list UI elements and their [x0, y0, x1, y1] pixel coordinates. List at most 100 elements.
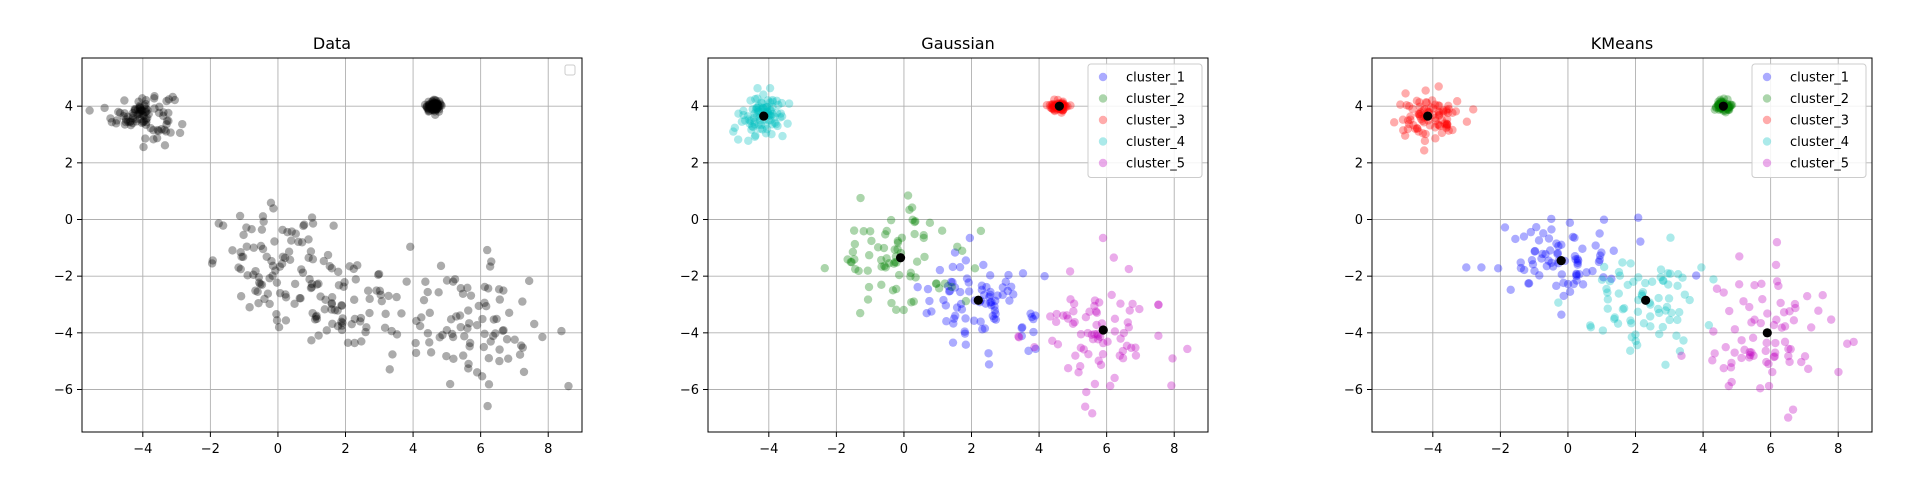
data-point [312, 280, 322, 289]
data-point [322, 326, 331, 335]
data-point [375, 286, 385, 296]
data-point [1673, 315, 1682, 325]
data-point [1557, 240, 1566, 250]
data-point [504, 354, 513, 363]
data-point [1532, 222, 1541, 232]
data-point [855, 308, 865, 318]
data-point [1658, 276, 1668, 285]
data-point [128, 108, 138, 118]
data-point [1662, 302, 1672, 312]
data-point [137, 118, 147, 128]
x-tick-label: 2 [1631, 442, 1639, 457]
axes-frame [1371, 57, 1873, 433]
data-point [435, 333, 444, 342]
data-point [1802, 291, 1812, 301]
data-point [1063, 102, 1072, 111]
data-point [877, 262, 886, 271]
data-point [778, 131, 787, 141]
data-point [361, 327, 370, 337]
data-point [1656, 272, 1665, 282]
data-point [961, 314, 970, 323]
data-point [448, 277, 458, 286]
data-point [762, 102, 772, 112]
data-point [1739, 297, 1748, 306]
data-point [430, 101, 439, 110]
data-point [1526, 227, 1536, 237]
data-point [107, 118, 117, 127]
data-point [987, 297, 996, 307]
data-point [961, 256, 971, 265]
data-point [142, 117, 151, 127]
data-point [149, 126, 158, 135]
data-point [1647, 277, 1657, 286]
data-point [1636, 237, 1645, 246]
data-point [178, 119, 187, 129]
data-point [1063, 314, 1073, 323]
data-point [998, 283, 1008, 292]
data-point [432, 99, 442, 108]
data-point [243, 271, 252, 280]
cluster-center-point [1423, 111, 1433, 121]
data-point [152, 133, 162, 143]
cluster-center-point [1098, 325, 1108, 335]
y-tick-label: 4 [1355, 100, 1363, 115]
data-point [428, 102, 437, 112]
data-point [298, 268, 308, 277]
data-point [1618, 258, 1627, 267]
data-point [770, 112, 779, 122]
data-point [1757, 279, 1766, 289]
data-point [154, 108, 164, 118]
data-point [357, 337, 366, 346]
data-point [925, 218, 935, 228]
data-point [1528, 260, 1538, 269]
data-point [1090, 379, 1100, 389]
data-point [1462, 263, 1471, 272]
y-tick-label: 2 [1355, 156, 1363, 171]
data-point [123, 112, 132, 121]
data-point [1712, 102, 1721, 112]
data-point [257, 225, 267, 234]
data-point [739, 106, 748, 116]
data-point [774, 100, 783, 110]
data-point [863, 266, 872, 275]
legend: cluster_1 cluster_2 cluster_3 cluster_4clus… [1751, 63, 1867, 178]
data-point [1415, 112, 1425, 121]
data-point [518, 297, 527, 306]
x-tick-label: 8 [1834, 442, 1842, 457]
data-point [499, 286, 508, 295]
data-point [384, 291, 393, 301]
y-tick-label: 0 [1355, 213, 1363, 228]
data-point [1069, 307, 1078, 316]
data-point [1409, 121, 1418, 130]
data-point [991, 296, 1000, 306]
data-point [518, 343, 527, 352]
data-point [287, 227, 296, 236]
data-point [491, 329, 500, 338]
data-point [445, 379, 455, 389]
data-point [392, 330, 402, 339]
data-point [934, 284, 944, 293]
cluster-center-point [1718, 101, 1728, 111]
data-point [1764, 381, 1774, 391]
data-point [150, 92, 159, 101]
data-point [265, 299, 274, 309]
data-point [278, 252, 288, 261]
data-point [138, 94, 147, 103]
data-point [112, 116, 122, 125]
data-point [430, 102, 440, 112]
legend-marker [1762, 115, 1772, 125]
axes-frame [707, 57, 1209, 433]
data-point [423, 329, 433, 338]
data-point [238, 252, 248, 262]
legend-box [1751, 63, 1867, 178]
data-point [910, 217, 919, 227]
data-point [121, 115, 131, 124]
data-point [1597, 275, 1607, 284]
data-point [321, 295, 330, 304]
data-point [417, 313, 426, 322]
data-point [1631, 336, 1640, 346]
y-tick-label: 0 [691, 213, 699, 228]
data-point [733, 135, 743, 144]
data-point [1599, 262, 1609, 272]
